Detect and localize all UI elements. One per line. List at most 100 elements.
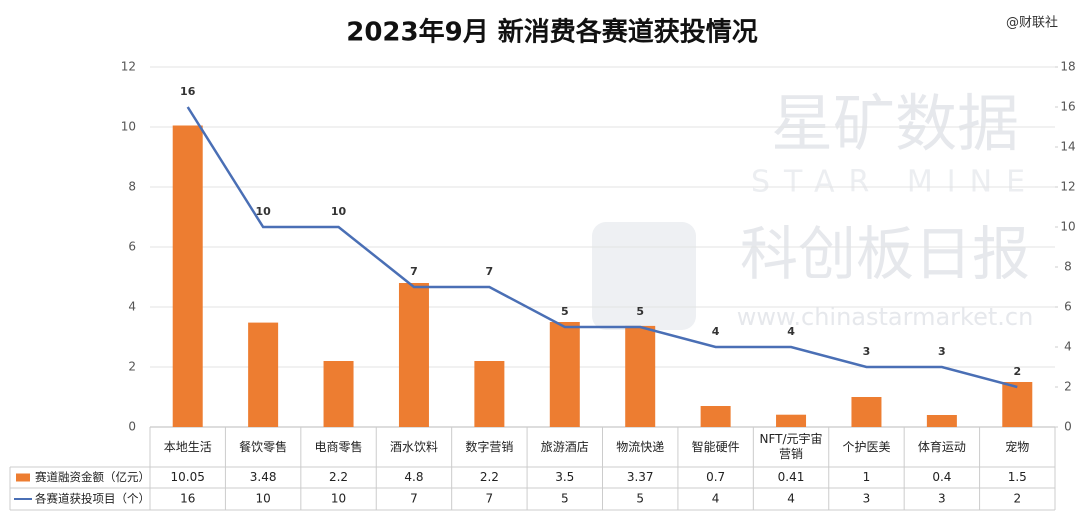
data-label: 3 [938, 345, 946, 358]
y2-tick-label: 6 [1064, 300, 1072, 314]
table-value: 1 [863, 470, 871, 484]
x-tick-label: NFT/元宇宙营销 [759, 432, 823, 461]
bar [474, 361, 505, 427]
y2-tick-label: 4 [1064, 340, 1072, 354]
x-tick-label: 本地生活 [163, 439, 212, 454]
y-tick-label: 6 [128, 240, 136, 254]
y-tick-label: 12 [121, 60, 136, 74]
y2-tick-label: 16 [1060, 100, 1075, 114]
bar [926, 415, 957, 427]
x-tick-cell: 体育运动 [917, 439, 966, 454]
watermark: 科创板日报 [740, 220, 1030, 288]
x-tick-cell: 物流快递 [616, 439, 665, 454]
x-tick-cell: 旅游酒店 [540, 439, 589, 454]
data-label: 2 [1013, 365, 1021, 378]
y-tick-label: 8 [128, 180, 136, 194]
y2-tick-label: 12 [1060, 180, 1075, 194]
table-value: 2 [1013, 492, 1021, 506]
bar [700, 406, 731, 427]
x-tick-label: 体育运动 [917, 439, 966, 454]
x-tick-label: 旅游酒店 [540, 439, 589, 454]
table-value: 3.48 [250, 470, 277, 484]
data-label: 5 [561, 305, 569, 318]
bar [398, 283, 429, 427]
x-tick-cell: 电商零售 [314, 439, 363, 454]
x-tick-label: 智能硬件 [691, 439, 740, 454]
x-tick-cell: 数字营销 [465, 439, 514, 454]
table-value: 7 [486, 492, 494, 506]
data-label: 7 [486, 265, 494, 278]
bar [323, 361, 354, 427]
watermark: www.chinastarmarket.cn [737, 303, 1034, 331]
x-tick-label: 个护医美 [842, 439, 891, 454]
data-label: 5 [636, 305, 644, 318]
table-value: 10.05 [171, 470, 205, 484]
y2-tick-label: 8 [1064, 260, 1072, 274]
table-value: 3 [938, 492, 946, 506]
x-tick-label: 电商零售 [314, 439, 363, 454]
table-value: 3.5 [555, 470, 574, 484]
x-tick-label: 宠物 [1005, 439, 1030, 454]
x-tick-label: 物流快递 [616, 439, 665, 454]
data-label: 10 [255, 205, 271, 218]
x-tick-cell: 智能硬件 [691, 439, 740, 454]
bar [851, 397, 882, 427]
table-value: 10 [255, 492, 270, 506]
x-tick-cell: 本地生活 [163, 439, 212, 454]
data-label: 3 [863, 345, 871, 358]
source-label: @财联社 [1006, 15, 1058, 31]
table-value: 1.5 [1008, 470, 1027, 484]
legend-label: 赛道融资金额（亿元） [35, 470, 150, 484]
data-label: 7 [410, 265, 418, 278]
table-value: 3 [863, 492, 871, 506]
bar [776, 414, 807, 427]
y-tick-label: 0 [128, 420, 136, 434]
table-value: 5 [636, 492, 644, 506]
x-tick-label: 酒水饮料 [389, 439, 438, 454]
data-label: 4 [787, 325, 795, 338]
bar [549, 322, 580, 427]
x-tick-cell: 个护医美 [842, 439, 891, 454]
table-value: 16 [180, 492, 195, 506]
y2-tick-label: 10 [1060, 220, 1075, 234]
y-tick-label: 10 [121, 120, 136, 134]
table-value: 4 [712, 492, 720, 506]
table-value: 5 [561, 492, 569, 506]
table-value: 0.7 [706, 470, 725, 484]
data-label: 16 [180, 85, 196, 98]
legend-label: 各赛道获投项目（个） [35, 492, 150, 506]
watermark-logo [592, 222, 696, 330]
table-value: 2.2 [329, 470, 348, 484]
table-value: 7 [410, 492, 418, 506]
watermark: 星矿数据 [771, 87, 1019, 160]
bar [172, 125, 203, 427]
table-value: 4.8 [404, 470, 423, 484]
bar [248, 322, 279, 427]
legend-swatch [16, 473, 30, 482]
y2-tick-label: 2 [1064, 380, 1072, 394]
bar [1002, 382, 1033, 427]
data-label: 4 [712, 325, 720, 338]
table-value: 0.41 [778, 470, 805, 484]
bar [625, 325, 656, 427]
x-tick-label: 数字营销 [465, 439, 514, 454]
data-label: 10 [331, 205, 347, 218]
y2-tick-label: 14 [1060, 140, 1075, 154]
y-tick-label: 2 [128, 360, 136, 374]
y2-tick-label: 0 [1064, 420, 1072, 434]
y2-tick-label: 18 [1060, 60, 1075, 74]
y-tick-label: 4 [128, 300, 136, 314]
x-tick-cell: NFT/元宇宙营销 [759, 432, 823, 461]
table-value: 2.2 [480, 470, 499, 484]
x-tick-cell: 酒水饮料 [389, 439, 438, 454]
table-value: 0.4 [932, 470, 951, 484]
table-value: 4 [787, 492, 795, 506]
watermark: STAR MINE [751, 165, 1039, 200]
line [186, 106, 1018, 389]
table-value: 10 [331, 492, 346, 506]
x-tick-label: 餐饮零售 [239, 439, 288, 454]
chart-title: 2023年9月 新消费各赛道获投情况 [346, 17, 758, 48]
table-value: 3.37 [627, 470, 654, 484]
x-tick-cell: 餐饮零售 [239, 439, 288, 454]
